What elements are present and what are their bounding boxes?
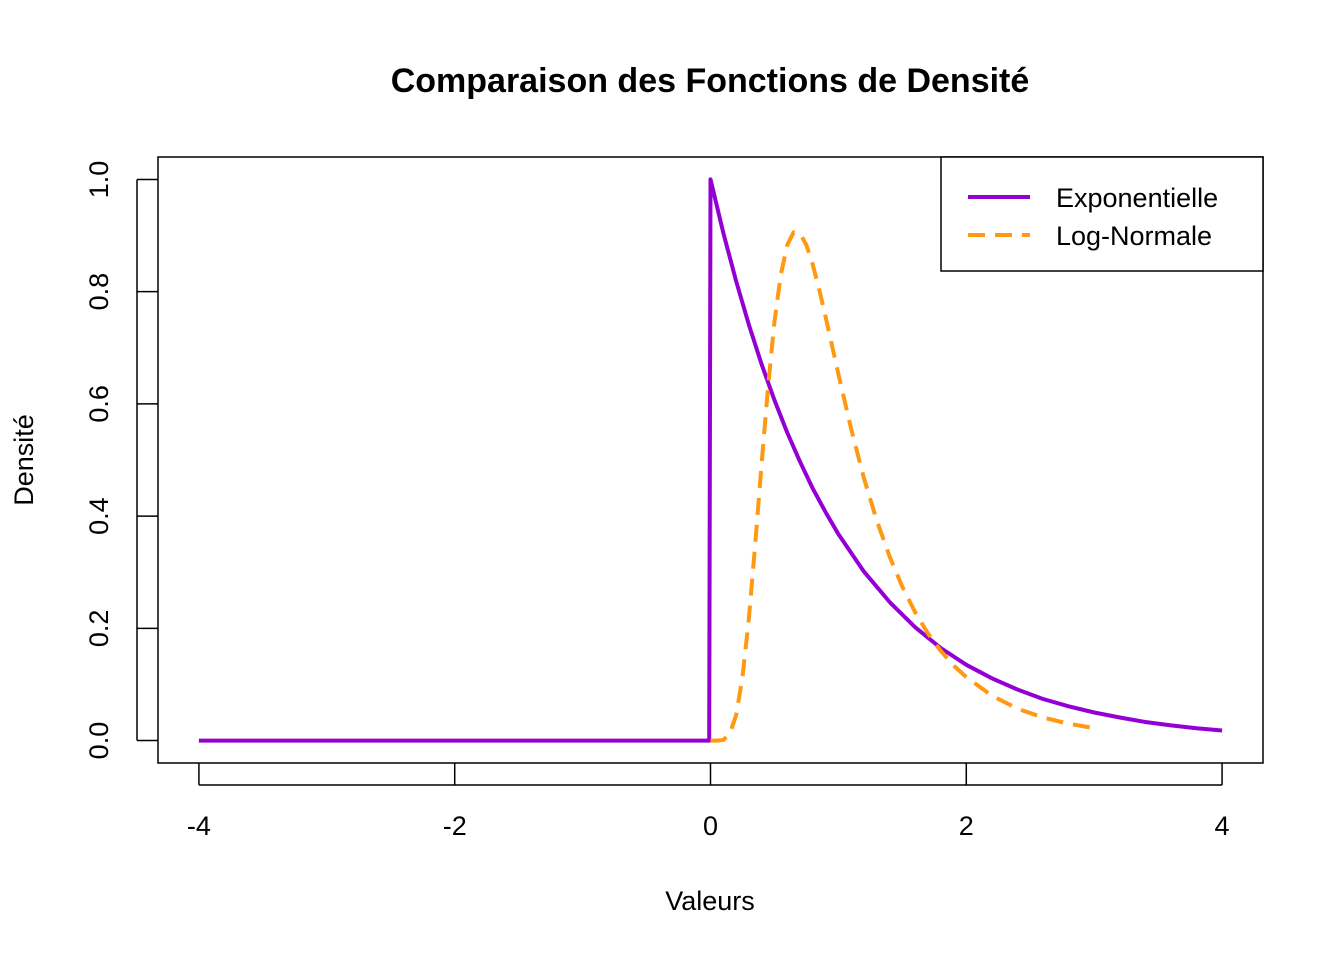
x-tick-label: -4 [187,811,211,841]
plot-frame [157,156,1264,764]
y-axis-label: Densité [9,414,39,506]
y-tick-label: 1.0 [84,161,114,199]
x-tick-label: 2 [959,811,974,841]
x-axis-label: Valeurs [665,886,755,916]
legend-box [940,156,1264,272]
series-layer [198,177,1223,743]
y-axis: 0.0 0.2 0.4 0.6 0.8 1.0 [84,161,158,760]
y-tick-label: 0.0 [84,722,114,760]
y-tick-label: 0.2 [84,610,114,648]
x-tick-label: 0 [703,811,718,841]
legend-label-exponentielle: Exponentielle [1056,183,1218,213]
series-line-exponentielle [198,177,1223,743]
y-tick-label: 0.4 [84,497,114,535]
y-tick-label: 0.8 [84,273,114,311]
y-tick-label: 0.6 [84,385,114,423]
x-tick-label: 4 [1215,811,1230,841]
legend-label-log-normale: Log-Normale [1056,221,1212,251]
x-axis: -4 -2 0 2 4 [187,763,1230,841]
legend: Exponentielle Log-Normale [940,156,1264,272]
chart-title: Comparaison des Fonctions de Densité [391,62,1030,100]
x-tick-label: -2 [443,811,467,841]
series-line-log-normale [710,230,1095,743]
